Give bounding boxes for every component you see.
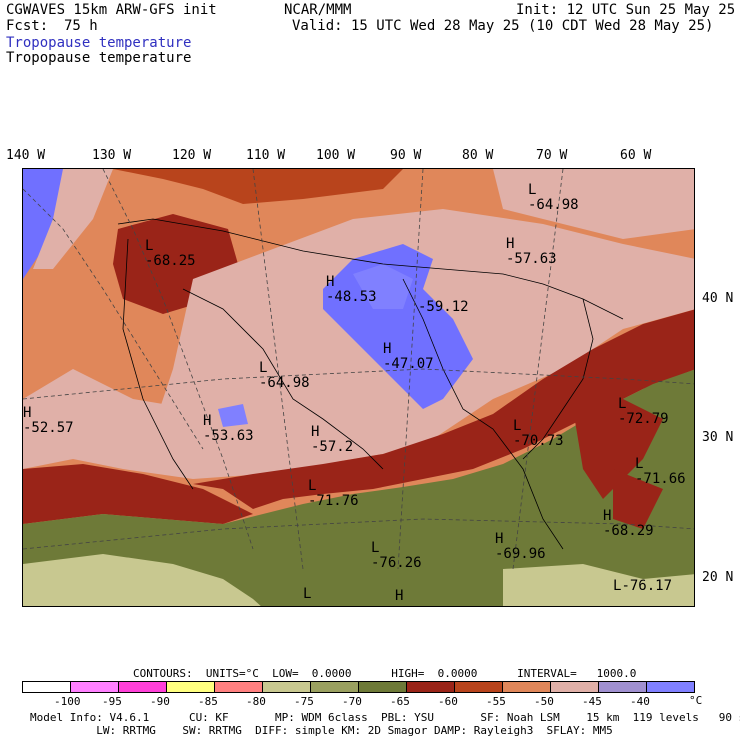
lon-label: 120 W (172, 148, 212, 163)
extrema-label: H -69.96 (495, 531, 546, 562)
colorbar-tick-label: -75 (294, 695, 314, 708)
extrema-label: L -70.73 (513, 418, 564, 449)
lon-label: 130 W (92, 148, 132, 163)
map-panel: L -64.98 L -68.25 H -57.63 H -48.53 -59.12 H… (22, 168, 695, 607)
lat-label: 40 N (702, 291, 734, 306)
colorbar-tick-label: -100 (54, 695, 81, 708)
field-lightolive (23, 554, 261, 606)
lat-label: 30 N (702, 430, 734, 445)
extrema-label: H (395, 588, 404, 604)
lon-label: 140 W (6, 148, 46, 163)
field-darkred (573, 399, 663, 499)
model-info-line2: LW: RRTMG SW: RRTMG DIFF: simple KM: 2D … (30, 724, 613, 737)
geo-boundaries (23, 169, 694, 570)
extrema-label: H -68.29 (603, 508, 654, 539)
field-pink (33, 169, 113, 269)
field-title: Tropopause temperature (6, 50, 192, 66)
field-darkred (613, 469, 663, 529)
colorbar-tick-label: -80 (246, 695, 266, 708)
field-darkred (23, 464, 253, 524)
colorbar-tick-label: -90 (150, 695, 170, 708)
field-olive (23, 369, 694, 606)
tropopause-field (23, 169, 694, 606)
extrema-label: L -72.79 (618, 396, 669, 427)
colorbar-tick-label: -50 (534, 695, 554, 708)
extrema-label: -59.12 (418, 299, 469, 315)
colorbar-tick-label: -60 (438, 695, 458, 708)
colorbar-swatch (310, 681, 359, 693)
lon-label: 90 W (390, 148, 422, 163)
colorbar-tick-label: -85 (198, 695, 218, 708)
field-rust (113, 169, 403, 204)
extrema-label: H -57.63 (506, 236, 557, 267)
colorbar-swatch (550, 681, 599, 693)
model-title: CGWAVES 15km ARW-GFS init (6, 2, 217, 18)
colorbar-tick-label: -55 (486, 695, 506, 708)
colorbar-swatch (358, 681, 407, 693)
colorbar-swatch (22, 681, 71, 693)
extrema-label: H -57.2 (311, 424, 354, 455)
colorbar-swatch (166, 681, 215, 693)
extrema-label: L -71.66 (635, 456, 686, 487)
colorbar-unit: °C (689, 694, 703, 707)
field-title-blue: Tropopause temperature (6, 35, 192, 51)
lon-label: 80 W (462, 148, 494, 163)
colorbar-tick-label: -70 (342, 695, 362, 708)
field-pink (23, 369, 363, 479)
colorbar-swatch (454, 681, 503, 693)
colorbar-swatch (118, 681, 167, 693)
lon-label: 60 W (620, 148, 652, 163)
lat-label: 20 N (702, 570, 734, 585)
org-label: NCAR/MMM (284, 2, 352, 18)
extrema-label: H -47.07 (383, 341, 434, 372)
extrema-label: L (303, 586, 312, 602)
contours-info: CONTOURS: UNITS=°C LOW= 0.0000 HIGH= 0.0… (133, 667, 637, 680)
fcst-label: Fcst: (6, 18, 49, 34)
extrema-label: L -76.26 (371, 540, 422, 571)
extrema-label: L -64.98 (259, 360, 310, 391)
colorbar-tick-label: -95 (102, 695, 122, 708)
extrema-label: L -64.98 (528, 182, 579, 213)
colorbar-swatch (262, 681, 311, 693)
extrema-label: H -53.63 (203, 413, 254, 444)
colorbar-swatch (214, 681, 263, 693)
extrema-label: H -52.57 (23, 405, 74, 436)
lon-label: 110 W (246, 148, 286, 163)
extrema-label: H -48.53 (326, 274, 377, 305)
colorbar-tick-label: -45 (582, 695, 602, 708)
extrema-label: L -71.76 (308, 478, 359, 509)
colorbar-tick-label: -40 (630, 695, 650, 708)
field-pink (493, 169, 694, 239)
fcst-value: 75 h (64, 18, 98, 34)
model-info-line1: Model Info: V4.6.1 CU: KF MP: WDM 6class… (30, 711, 740, 724)
init-time: Init: 12 UTC Sun 25 May 25 (516, 2, 736, 18)
colorbar-swatch (502, 681, 551, 693)
colorbar-swatch (598, 681, 647, 693)
extrema-label: L -68.25 (145, 238, 196, 269)
extrema-label: L-76.17 (613, 578, 673, 594)
field-lightolive (503, 564, 694, 606)
field-blue (218, 404, 248, 427)
colorbar-swatch (406, 681, 455, 693)
lon-label: 100 W (316, 148, 356, 163)
colorbar-swatch (646, 681, 695, 693)
colorbar-tick-label: -65 (390, 695, 410, 708)
lon-label: 70 W (536, 148, 568, 163)
field-blue (353, 264, 413, 309)
valid-time: Valid: 15 UTC Wed 28 May 25 (10 CDT Wed … (292, 18, 714, 34)
colorbar-swatch (70, 681, 119, 693)
